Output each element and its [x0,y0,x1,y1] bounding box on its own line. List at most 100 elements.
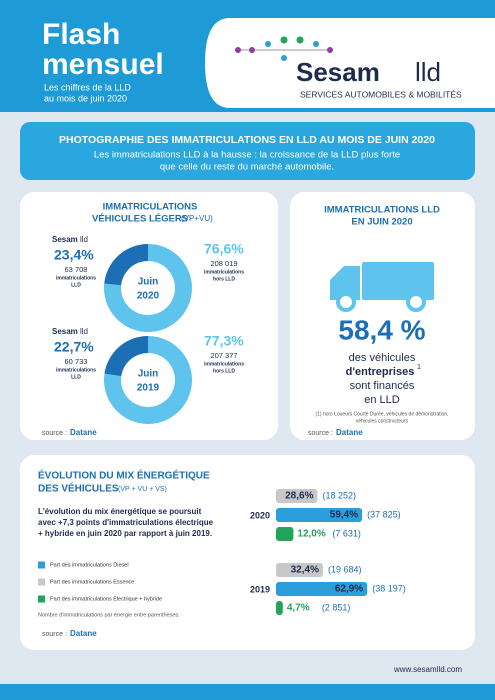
source-label: source : [308,430,333,437]
bar [276,508,363,522]
bar-label: 28,6% [285,491,313,502]
bar [276,582,368,596]
donut-period: 2019 [137,383,160,394]
legend-swatch [38,595,45,603]
logo-suffix: lld [415,57,441,87]
bar-label: 12,0% [297,529,325,540]
footnote-mark: 1 [417,364,421,371]
subtitle: Les chiffres de la LLD [44,82,131,92]
source-label: source : [42,631,67,638]
other-caption: immatriculations [204,361,244,367]
lld-caption: LLD [71,374,81,380]
lld-count: 60 733 [65,357,88,366]
panel-title: ÉVOLUTION DU MIX ÉNERGÉTIQUE [38,469,210,482]
panel-title: IMMATRICULATIONS LLD [324,205,440,216]
bar-label: 62,9% [335,584,363,595]
legend-swatch [38,578,45,586]
bar [276,563,323,577]
logo-card [205,18,495,108]
subtitle: au mois de juin 2020 [44,93,127,103]
statement: des véhicules [349,352,416,364]
panel-title-suffix: (VP+VU) [181,214,213,223]
footer-band [0,684,495,700]
logo-name: Sesam [296,57,380,87]
logo-dots [235,36,333,61]
mix-text: L'évolution du mix énergétique se poursu… [38,507,202,516]
bar-label: 59,4% [330,510,358,521]
bar-label: 4,7% [287,603,310,614]
mini-logo: lld [80,235,88,244]
mix-text: + hybride en juin 2020 par rapport à jui… [38,529,212,538]
other-caption: hors LLD [213,276,235,282]
banner [20,122,475,180]
note: Nombre d'immatriculations par énergie en… [38,612,180,618]
statement: sont financés [350,380,415,392]
year-label: 2020 [250,510,270,520]
donut-segment [104,244,148,286]
banner-text: que celle du reste du marché automobile. [160,162,334,173]
donut-segment [104,336,148,377]
panel [290,192,475,440]
source-brand: Datane [336,428,363,437]
bar [276,601,283,615]
title: mensuel [42,48,164,81]
year-label: 2019 [250,584,270,594]
bar [276,527,294,541]
source-label: source : [42,430,67,437]
panel-title-suffix: (VP + VU + VS) [118,486,167,493]
banner-text: Les immatriculations LLD à la hausse : l… [94,150,400,161]
mini-logo: lld [80,327,88,336]
donut-period: Juin [138,277,159,288]
other-share: 77,3% [204,333,244,349]
logo-tagline: SERVICES AUTOMOBILES & MOBILITÉS [300,89,462,99]
donut-segment [104,244,192,332]
bar-count: (18 252) [322,490,356,500]
footer-url[interactable]: www.sesamlld.com [393,665,462,674]
bar-count: (2 851) [322,602,351,612]
bar-count: (7 631) [332,528,361,538]
legend-label: Part des immatriculations Électrique + h… [50,595,162,602]
panel-title: EN JUIN 2020 [351,217,412,228]
lld-caption: immatriculations [56,275,96,281]
bar-count: (38 197) [372,583,406,593]
bar-count: (37 825) [367,509,401,519]
donut-period: Juin [138,369,159,380]
lld-caption: immatriculations [56,367,96,373]
other-share: 76,6% [204,241,244,257]
panel-title: DES VÉHICULES [38,482,119,495]
statement: en LLD [364,394,400,406]
panel-title: IMMATRICULATIONS [103,202,198,213]
panel-title: VÉHICULES LÉGERS [92,214,188,225]
mix-text: avec +7,3 points d'immatriculations élec… [38,518,214,527]
statement: d'entreprises [346,366,415,378]
big-value: 58,4 % [338,314,425,345]
mini-logo: Sesam [52,327,78,336]
other-count: 208 019 [210,259,237,268]
other-count: 207 377 [210,351,237,360]
mini-logo: Sesam [52,235,78,244]
truck-icon [330,262,434,312]
bar-count: (19 684) [328,564,362,574]
other-caption: hors LLD [213,368,235,374]
other-caption: immatriculations [204,269,244,275]
donut-period: 2020 [137,291,160,302]
bar-label: 32,4% [291,565,319,576]
lld-share: 23,4% [54,247,94,263]
donut-segment [104,336,192,424]
bar [276,489,318,503]
legend-swatch [38,561,45,569]
lld-count: 63 708 [65,265,88,274]
legend-label: Part des immatriculations Diesel [50,562,129,568]
source-brand: Datane [70,428,97,437]
lld-share: 22,7% [54,339,94,355]
panel [20,455,475,650]
lld-caption: LLD [71,282,81,288]
footnote: (1) hors Loueurs Courte Durée, véhicules… [315,411,448,417]
title: Flash [42,18,120,51]
footnote: véhicules constructeurs [356,418,409,424]
banner-title: PHOTOGRAPHIE DES IMMATRICULATIONS EN LLD… [59,134,435,146]
source-brand: Datane [70,629,97,638]
legend-label: Part des immatriculations Essence [50,579,134,585]
